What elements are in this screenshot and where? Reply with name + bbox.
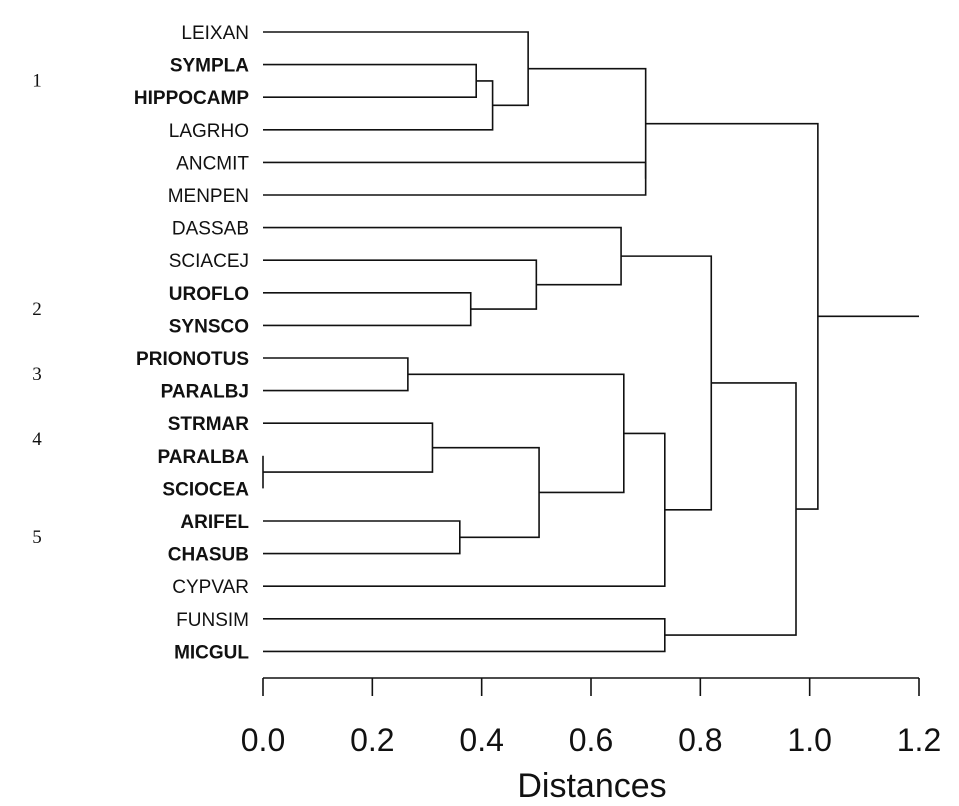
dendrogram-branches — [262, 31, 919, 653]
dendrogram-link — [263, 292, 472, 327]
dendrogram-link — [263, 259, 538, 310]
leaf-label: DASSAB — [172, 219, 249, 240]
dendrogram-link — [621, 255, 713, 511]
x-tick-label: 0.6 — [569, 722, 613, 758]
dendrogram-link — [432, 446, 540, 539]
x-tick-label: 0.4 — [459, 722, 503, 758]
x-tick-label: 0.2 — [350, 722, 394, 758]
leaf-label: FUNSIM — [176, 610, 249, 631]
x-tick-label: 1.0 — [787, 722, 831, 758]
leaf-label: SYNSCO — [169, 316, 249, 337]
x-axis-title: Distances — [517, 767, 666, 805]
dendrogram-link — [263, 357, 409, 392]
dendrogram-link — [263, 520, 461, 555]
group-label: 3 — [32, 364, 42, 385]
leaf-label: PARALBJ — [161, 382, 249, 403]
x-axis: 0.0 0.2 0.4 0.6 0.8 1.0 1.2 — [241, 677, 941, 758]
leaf-label: CYPVAR — [172, 577, 249, 598]
leaf-label: ARIFEL — [180, 512, 249, 533]
group-label: 2 — [32, 299, 42, 320]
group-label: 5 — [32, 527, 42, 548]
dendrogram-link — [263, 80, 494, 131]
leaf-label: SCIACEJ — [169, 251, 249, 272]
leaf-label: MENPEN — [168, 186, 249, 207]
group-label: 4 — [32, 429, 42, 450]
x-tick-label: 0.8 — [678, 722, 722, 758]
leaf-label: MICGUL — [174, 642, 249, 663]
leaf-label: SCIOCEA — [162, 479, 249, 500]
leaf-label: UROFLO — [169, 284, 249, 305]
dendrogram-link — [263, 63, 477, 98]
leaf-label: SYMPLA — [170, 56, 249, 77]
dendrogram-link — [263, 422, 434, 473]
leaf-label: LEIXAN — [181, 23, 249, 44]
dendrogram-link — [263, 432, 666, 587]
leaf-label: CHASUB — [168, 545, 249, 566]
leaf-label: LAGRHO — [169, 121, 249, 142]
x-tick-label: 1.2 — [897, 722, 941, 758]
group-labels: 1 2 3 4 5 — [32, 71, 42, 548]
leaf-label: PARALBA — [158, 447, 250, 468]
dendrogram-link — [645, 122, 819, 510]
dendrogram-link — [263, 31, 529, 107]
dendrogram-link — [263, 226, 622, 286]
leaf-labels: LEIXAN SYMPLA HIPPOCAMP LAGRHO ANCMIT MENPEN D… — [134, 23, 249, 663]
leaf-label: PRIONOTUS — [136, 349, 249, 370]
group-label: 1 — [32, 71, 42, 92]
dendrogram-link — [528, 67, 647, 179]
leaf-label: ANCMIT — [176, 153, 249, 174]
dendrogram-link — [263, 618, 666, 653]
leaf-label: HIPPOCAMP — [134, 88, 249, 109]
x-tick-label: 0.0 — [241, 722, 285, 758]
leaf-label: STRMAR — [168, 414, 250, 435]
dendrogram-link — [263, 161, 647, 196]
dendrogram-link — [407, 373, 625, 494]
